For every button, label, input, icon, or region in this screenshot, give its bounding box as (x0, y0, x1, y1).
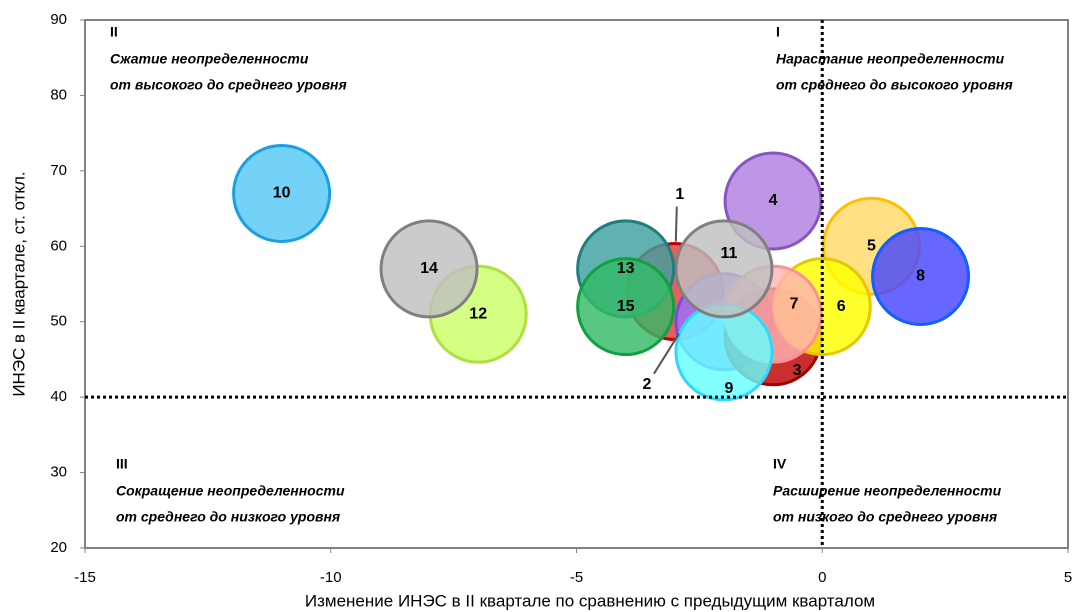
bubble-label: 1 (675, 186, 684, 203)
y-axis-title: ИНЭС в II квартале, ст. откл. (9, 171, 28, 396)
bubble-label: 2 (642, 376, 651, 393)
bubble-label: 10 (273, 185, 291, 202)
bubble-label: 5 (867, 238, 876, 255)
quadrant-number: II (110, 24, 118, 40)
quadrant-note: Сжатие неопределенности (110, 51, 309, 67)
bubble-label: 3 (793, 362, 802, 379)
quadrant-note: Расширение неопределенности (773, 483, 1002, 499)
leader-line (653, 333, 680, 375)
bubble (871, 226, 971, 326)
bubble (232, 143, 332, 243)
quadrant-note: Сокращение неопределенности (116, 483, 345, 499)
bubble-label: 8 (916, 268, 925, 285)
quadrant-note: Нарастание неопределенности (776, 51, 1005, 67)
bubble-label: 9 (724, 380, 733, 397)
quadrant-note: от низкого до среднего уровня (773, 509, 997, 525)
quadrant-number: III (116, 456, 128, 472)
y-tick-label: 40 (50, 388, 67, 405)
y-tick-label: 90 (50, 11, 67, 28)
bubble-label: 15 (617, 298, 635, 315)
bubble-label: 11 (720, 245, 737, 262)
bubble (379, 219, 479, 319)
leader-line (674, 206, 678, 242)
bubble-label: 14 (420, 260, 438, 277)
bubble-label: 6 (837, 298, 846, 315)
quadrant-note: от среднего до низкого уровня (116, 509, 340, 525)
y-tick-label: 70 (50, 162, 67, 179)
x-tick-label: -15 (74, 569, 96, 586)
y-tick-label: 80 (50, 86, 67, 103)
y-tick-label: 60 (50, 237, 67, 254)
bubble-label: 12 (469, 305, 487, 322)
y-tick-label: 20 (50, 539, 67, 556)
x-tick-label: -10 (320, 569, 342, 586)
bubble (674, 219, 774, 319)
quadrant-number: IV (773, 456, 787, 472)
y-tick-label: 50 (50, 313, 67, 330)
bubble-label: 13 (617, 260, 635, 277)
x-tick-label: 0 (818, 569, 826, 586)
quadrant-note: от среднего до высокого уровня (776, 77, 1013, 93)
quadrant-number: I (776, 24, 780, 40)
quadrant-note: от высокого до среднего уровня (110, 77, 347, 93)
x-axis-title: Изменение ИНЭС в II квартале по сравнени… (305, 591, 875, 610)
bubble-label: 4 (769, 192, 778, 209)
bubble-label: 7 (790, 295, 799, 312)
x-tick-label: -5 (570, 569, 583, 586)
y-tick-label: 30 (50, 464, 67, 481)
x-tick-label: 5 (1064, 569, 1072, 586)
bubble (576, 257, 676, 357)
